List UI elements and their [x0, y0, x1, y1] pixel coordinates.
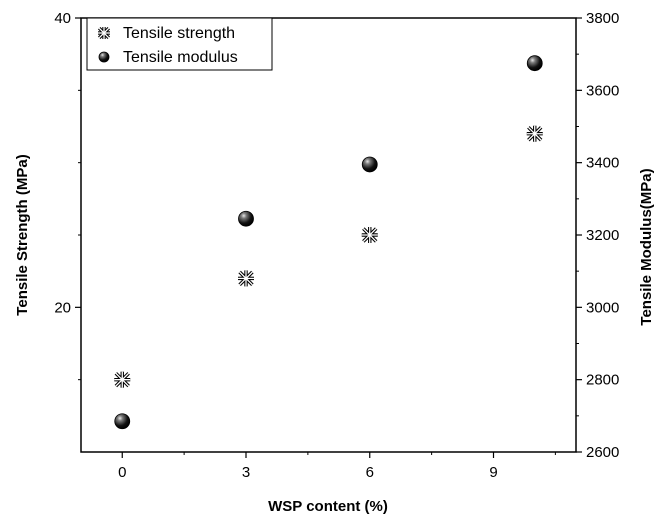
left-y-tick-label: 40: [54, 10, 71, 27]
data-point-tensile-modulus: [114, 413, 131, 430]
x-tick-label: 3: [242, 464, 250, 481]
right-y-axis-ticks: 2600 2800 3000 3200 3400 3600 3800: [576, 10, 619, 461]
plot-frame: [80, 17, 577, 453]
legend-label-tensile-strength: Tensile strength: [123, 25, 235, 42]
data-point-tensile-strength: [238, 270, 254, 287]
legend-asterisk-icon: [97, 26, 111, 40]
right-y-axis-title: Tensile Modulus(MPa): [638, 168, 655, 325]
right-y-tick-label: 3000: [586, 299, 619, 316]
legend-label-tensile-modulus: Tensile modulus: [123, 49, 238, 66]
legend-sphere-icon: [98, 51, 110, 63]
x-tick-label: 6: [366, 464, 374, 481]
data-point-tensile-strength: [361, 227, 378, 243]
x-axis-ticks: 0 3 6 9: [118, 452, 556, 481]
right-y-tick-label: 3400: [586, 155, 619, 172]
data-point-tensile-modulus: [526, 55, 543, 72]
data-point-tensile-strength: [114, 371, 131, 388]
right-y-tick-label: 2600: [586, 444, 619, 461]
x-tick-label: 9: [489, 464, 497, 481]
legend-sphere-mark: [98, 51, 110, 63]
right-y-tick-label: 2800: [586, 372, 619, 389]
right-y-tick-label: 3800: [586, 10, 619, 27]
legend-box: [86, 17, 273, 71]
legend-asterisk-mark: [97, 26, 111, 40]
data-point-tensile-modulus: [361, 156, 378, 173]
data-point-tensile-strength: [526, 125, 543, 142]
data-points: [114, 55, 543, 430]
right-y-tick-label: 3600: [586, 82, 619, 99]
left-y-axis-title: Tensile Strength (MPa): [14, 154, 31, 315]
legend: Tensile strength Tensile modulus: [86, 17, 273, 71]
left-y-tick-label: 20: [54, 299, 71, 316]
right-y-tick-label: 3200: [586, 227, 619, 244]
data-point-tensile-modulus: [238, 210, 254, 227]
x-tick-label: 0: [118, 464, 126, 481]
x-axis-title: WSP content (%): [268, 498, 388, 515]
